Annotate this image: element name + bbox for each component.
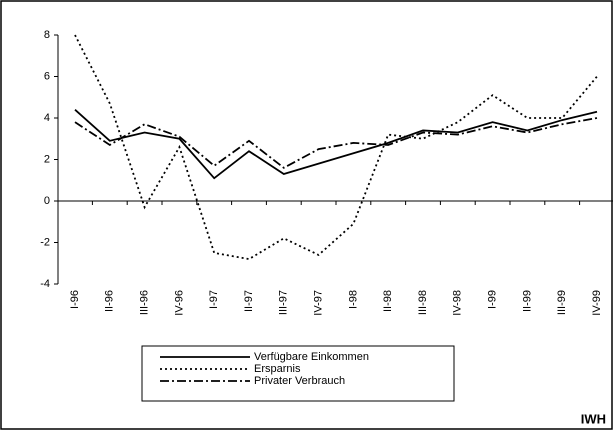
x-tick-label: II-96 <box>104 290 116 312</box>
x-tick-label: II-98 <box>382 290 394 312</box>
source-label: IWH <box>581 411 606 426</box>
line-series <box>74 34 598 261</box>
x-tick-label: III-99 <box>556 290 568 315</box>
x-tick-label: I-98 <box>347 290 359 309</box>
x-tick-label: II-97 <box>243 290 255 312</box>
legend-label: Ersparnis <box>254 363 301 375</box>
legend-label: Privater Verbrauch <box>254 375 345 387</box>
x-tick-label: III-96 <box>139 290 151 315</box>
y-tick-label: 8 <box>44 29 50 41</box>
x-tick-label: I-99 <box>487 290 499 309</box>
y-tick-label: -2 <box>40 236 50 248</box>
x-tick-label: III-98 <box>417 290 429 315</box>
legend-label: Verfügbare Einkommen <box>254 351 369 363</box>
legend-box <box>141 345 455 402</box>
x-tick-label: II-99 <box>521 290 533 312</box>
y-tick-label: 0 <box>44 195 50 207</box>
x-tick-label: IV-97 <box>313 290 325 316</box>
x-tick-label: III-97 <box>278 290 290 315</box>
x-tick-label: IV-99 <box>591 290 603 316</box>
x-tick-label: I-96 <box>69 290 81 309</box>
x-tick-label: IV-98 <box>452 290 464 316</box>
y-tick-label: 2 <box>44 153 50 165</box>
line-series <box>74 117 598 169</box>
y-tick-label: -4 <box>40 278 50 290</box>
y-tick-label: 4 <box>44 112 50 124</box>
line-series <box>74 109 598 180</box>
x-tick-label: IV-96 <box>173 290 185 316</box>
y-tick-label: 6 <box>44 70 50 82</box>
x-tick-label: I-97 <box>208 290 220 309</box>
